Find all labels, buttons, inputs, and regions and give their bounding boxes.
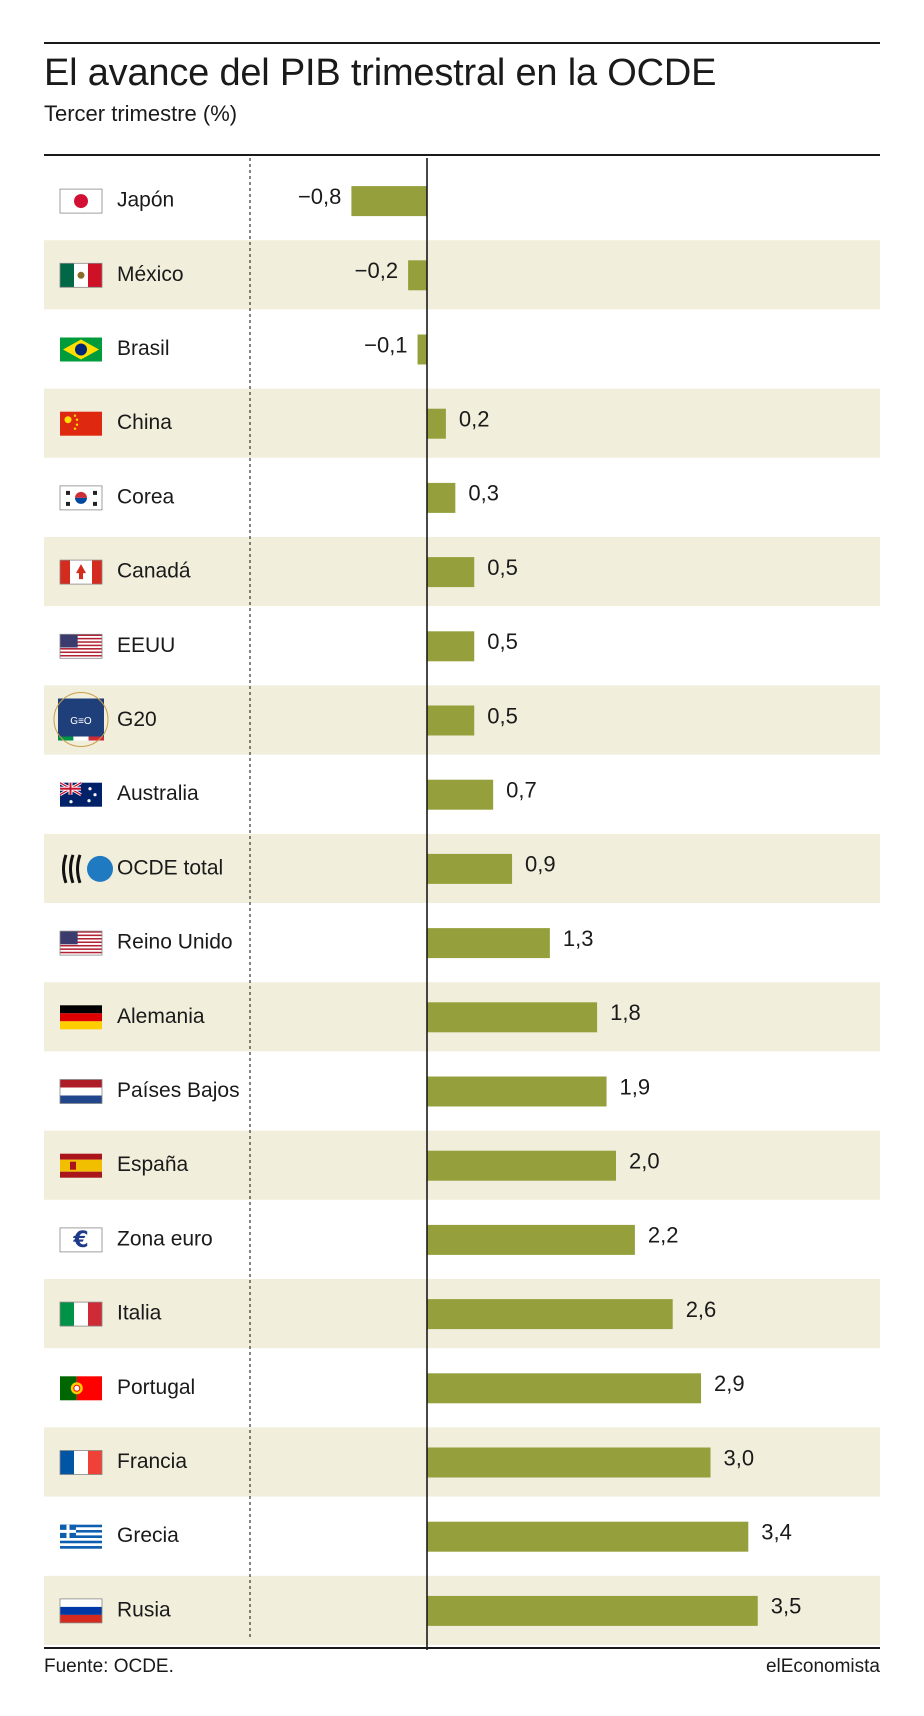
country-label: EEUU: [117, 634, 175, 657]
bar: [427, 779, 494, 810]
value-label: 0,9: [525, 852, 556, 877]
bar: [427, 1002, 598, 1033]
value-label: 2,6: [686, 1297, 717, 1322]
canada-flag-icon: [59, 559, 103, 585]
country-label: Japón: [117, 189, 174, 212]
value-label: 0,5: [487, 703, 518, 728]
value-label: 1,8: [610, 1000, 641, 1025]
euro-zone-icon: €: [59, 1227, 103, 1253]
bar: [427, 408, 446, 439]
brazil-flag-icon: [60, 337, 102, 362]
value-label: 0,5: [487, 555, 518, 580]
netherlands-flag-icon: [59, 1079, 103, 1104]
bar: [427, 631, 475, 662]
country-label: Alemania: [117, 1005, 205, 1028]
source-note: Fuente: OCDE.: [44, 1656, 174, 1677]
bar: [427, 1447, 711, 1478]
value-label: 1,3: [563, 926, 594, 951]
mexico-flag-icon: [59, 262, 103, 288]
spain-flag-icon: [60, 1153, 102, 1178]
country-label: Zona euro: [117, 1227, 213, 1250]
bar: [351, 186, 427, 217]
country-label: Italia: [117, 1302, 162, 1325]
bar: [427, 853, 513, 884]
australia-flag-icon: [59, 781, 102, 807]
g20-logo-icon: G≡O: [53, 692, 109, 747]
top-rule: [44, 42, 880, 44]
euro-symbol: €: [72, 1228, 88, 1253]
bar: [427, 1076, 607, 1107]
bar: [427, 557, 475, 588]
country-label: Brasil: [117, 337, 170, 360]
bar: [427, 1373, 702, 1404]
portugal-flag-icon: [60, 1376, 102, 1401]
country-label: Australia: [117, 782, 199, 805]
value-label: 1,9: [620, 1074, 651, 1099]
country-label: Canadá: [117, 560, 191, 583]
country-label: Corea: [117, 485, 175, 508]
country-label: Rusia: [117, 1598, 171, 1621]
country-label: Grecia: [117, 1524, 179, 1547]
row-stripe: [44, 240, 880, 310]
value-label: 3,0: [724, 1445, 755, 1470]
value-label: 0,5: [487, 629, 518, 654]
g20-logo-text: G≡O: [70, 716, 92, 727]
bar: [427, 1595, 758, 1626]
oecd-logo-icon: [62, 854, 113, 884]
japan-flag-icon: [59, 188, 103, 214]
bar: [427, 705, 475, 736]
country-label: Reino Unido: [117, 931, 233, 954]
russia-flag-icon: [59, 1598, 103, 1624]
header-rule: [44, 154, 880, 156]
bar: [408, 260, 427, 291]
value-label: 3,5: [771, 1594, 802, 1619]
country-label: China: [117, 411, 172, 434]
brand-logo: elEconomista: [765, 1656, 880, 1677]
chart-subtitle: Tercer trimestre (%): [44, 101, 238, 126]
country-label: G20: [117, 708, 157, 731]
country-label: México: [117, 263, 184, 286]
country-label: Países Bajos: [117, 1079, 240, 1102]
country-label: Portugal: [117, 1376, 195, 1399]
korea-flag-icon: [59, 485, 103, 511]
bar: [417, 334, 427, 365]
bar: [427, 482, 456, 513]
value-label: 2,0: [629, 1149, 660, 1174]
chart-title: El avance del PIB trimestral en la OCDE: [44, 52, 717, 94]
country-label: OCDE total: [117, 856, 223, 879]
value-label: 0,2: [459, 407, 490, 432]
country-label: Francia: [117, 1450, 187, 1473]
value-label: −0,8: [298, 184, 341, 209]
value-label: 2,2: [648, 1223, 679, 1248]
row-stripe: [44, 388, 880, 458]
value-label: −0,1: [364, 332, 407, 357]
value-label: 2,9: [714, 1371, 745, 1396]
value-label: −0,2: [355, 258, 398, 283]
bar: [427, 1299, 673, 1330]
bar: [427, 1521, 749, 1552]
bar: [427, 1150, 616, 1181]
value-label: 0,3: [468, 481, 499, 506]
bar: [427, 928, 550, 959]
country-label: España: [117, 1153, 189, 1176]
bar: [427, 1224, 635, 1255]
bottom-rule: [44, 1647, 880, 1649]
france-flag-icon: [59, 1450, 103, 1475]
uk-flag-icon: [59, 930, 103, 956]
china-flag-icon: [60, 411, 102, 436]
value-label: 3,4: [761, 1520, 792, 1545]
greece-flag-icon: [60, 1524, 102, 1549]
usa-flag-icon: [59, 633, 103, 659]
italy-flag-icon: [59, 1301, 103, 1327]
value-label: 0,7: [506, 778, 537, 803]
germany-flag-icon: [60, 1005, 102, 1030]
